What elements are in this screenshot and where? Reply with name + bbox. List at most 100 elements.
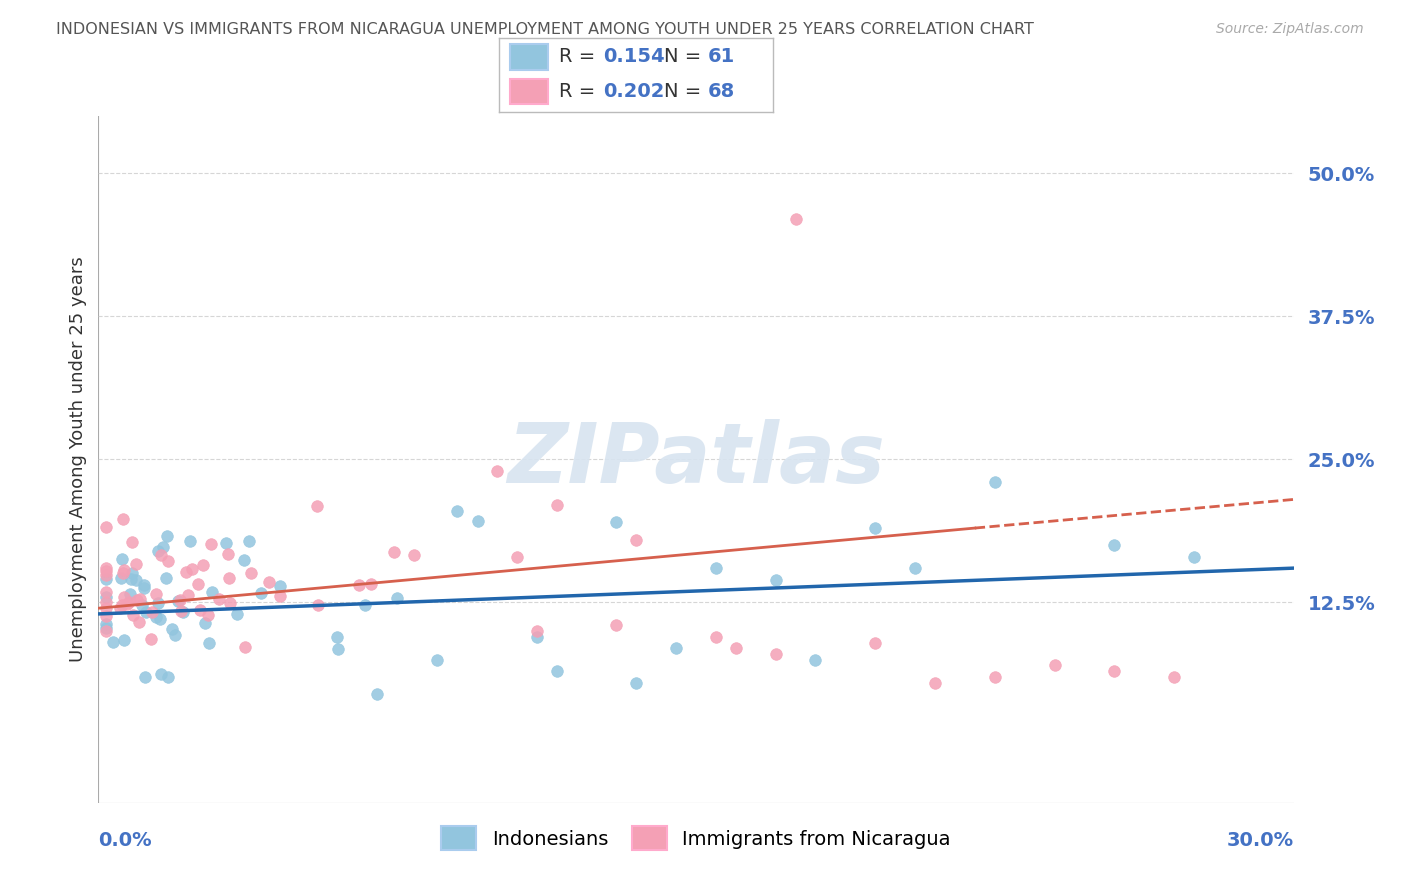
Point — [181, 562, 204, 576]
Point — [156, 529, 179, 543]
Point — [257, 574, 280, 589]
Point — [118, 587, 141, 601]
Point — [269, 589, 291, 603]
Point — [197, 608, 219, 623]
Point — [177, 589, 200, 603]
Point — [506, 549, 529, 564]
Point — [208, 591, 231, 606]
Point — [96, 621, 118, 635]
Bar — [510, 78, 548, 104]
Point — [118, 594, 141, 608]
Point — [239, 566, 262, 580]
Point — [166, 593, 188, 607]
Point — [121, 566, 143, 581]
Point — [197, 636, 219, 650]
Point — [785, 212, 807, 227]
Point — [112, 590, 135, 604]
Point — [984, 475, 1007, 490]
Point — [96, 520, 118, 534]
Text: R =: R = — [560, 46, 596, 66]
Point — [111, 566, 134, 581]
Point — [326, 642, 349, 657]
Point — [360, 577, 382, 591]
Point — [1043, 658, 1066, 673]
Text: N =: N = — [664, 46, 700, 66]
Point — [96, 564, 118, 578]
Point — [326, 630, 349, 644]
Point — [269, 579, 291, 593]
Point — [134, 670, 156, 684]
Point — [141, 605, 163, 619]
Point — [150, 667, 173, 681]
Point — [249, 586, 271, 600]
Point — [191, 558, 214, 572]
Point — [160, 622, 183, 636]
Point — [402, 548, 425, 562]
Point — [307, 598, 329, 612]
Point — [148, 596, 170, 610]
Point — [152, 540, 174, 554]
Point — [225, 607, 247, 621]
Point — [132, 582, 155, 596]
Text: INDONESIAN VS IMMIGRANTS FROM NICARAGUA UNEMPLOYMENT AMONG YOUTH UNDER 25 YEARS : INDONESIAN VS IMMIGRANTS FROM NICARAGUA … — [56, 22, 1035, 37]
Point — [215, 536, 238, 550]
Point — [112, 512, 135, 526]
Text: N =: N = — [664, 82, 700, 101]
Point — [129, 591, 152, 606]
Point — [238, 533, 260, 548]
Text: 68: 68 — [707, 82, 735, 101]
Point — [1182, 549, 1205, 564]
Point — [157, 554, 180, 568]
Point — [96, 591, 118, 605]
Point — [526, 624, 548, 639]
Point — [111, 598, 134, 612]
Point — [149, 548, 172, 562]
Point — [121, 535, 143, 549]
Point — [96, 567, 118, 582]
Point — [467, 514, 489, 528]
Text: 30.0%: 30.0% — [1226, 831, 1294, 850]
Point — [865, 521, 887, 535]
Point — [865, 635, 887, 649]
Point — [148, 543, 170, 558]
Point — [546, 498, 568, 512]
Point — [169, 593, 191, 607]
Point — [354, 598, 377, 612]
Point — [217, 547, 239, 561]
Point — [134, 578, 156, 592]
Point — [526, 630, 548, 644]
Point — [984, 670, 1007, 684]
Point — [120, 573, 142, 587]
Point — [112, 563, 135, 577]
Point — [128, 615, 150, 629]
Point — [125, 573, 148, 587]
Point — [1163, 670, 1185, 684]
Point — [605, 516, 627, 530]
Text: 0.202: 0.202 — [603, 82, 665, 101]
Point — [96, 585, 118, 599]
Point — [1104, 538, 1126, 552]
Text: Source: ZipAtlas.com: Source: ZipAtlas.com — [1216, 22, 1364, 37]
Point — [626, 533, 648, 547]
Point — [704, 630, 727, 644]
Point — [605, 618, 627, 632]
Point — [187, 577, 209, 591]
Point — [96, 572, 118, 586]
Point — [125, 557, 148, 571]
Point — [724, 641, 747, 656]
Text: ZIPatlas: ZIPatlas — [508, 419, 884, 500]
Point — [165, 628, 187, 642]
Point — [233, 553, 256, 567]
Point — [145, 587, 167, 601]
Point — [96, 624, 118, 639]
Point — [96, 617, 118, 632]
Text: R =: R = — [560, 82, 596, 101]
Bar — [510, 45, 548, 70]
Point — [115, 597, 138, 611]
Point — [170, 604, 193, 618]
Legend: Indonesians, Immigrants from Nicaragua: Indonesians, Immigrants from Nicaragua — [430, 814, 962, 862]
Point — [96, 609, 118, 624]
Text: 0.154: 0.154 — [603, 46, 665, 66]
Point — [108, 600, 131, 615]
Point — [307, 499, 329, 513]
